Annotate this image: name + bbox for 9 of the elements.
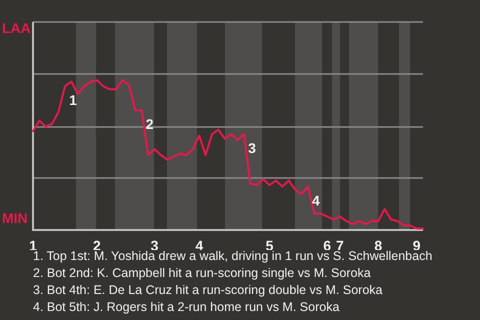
annotation: 3 xyxy=(248,140,256,156)
text: 3. Bot 4th: E. De La Cruz hit a run-scoring double vs M. Soroka xyxy=(33,282,384,299)
text: LAA xyxy=(2,20,31,36)
annotation: 2 xyxy=(146,116,154,132)
text: 4. Bot 5th: J. Rogers hit a 2-run home run vs M. Soroka xyxy=(33,299,340,316)
annotation: 1 xyxy=(69,92,78,108)
text: MIN xyxy=(2,210,28,226)
text: 2. Bot 2nd: K. Campbell hit a run-scoring single vs M. Soroka xyxy=(33,265,372,282)
annotation: 4 xyxy=(312,192,320,208)
